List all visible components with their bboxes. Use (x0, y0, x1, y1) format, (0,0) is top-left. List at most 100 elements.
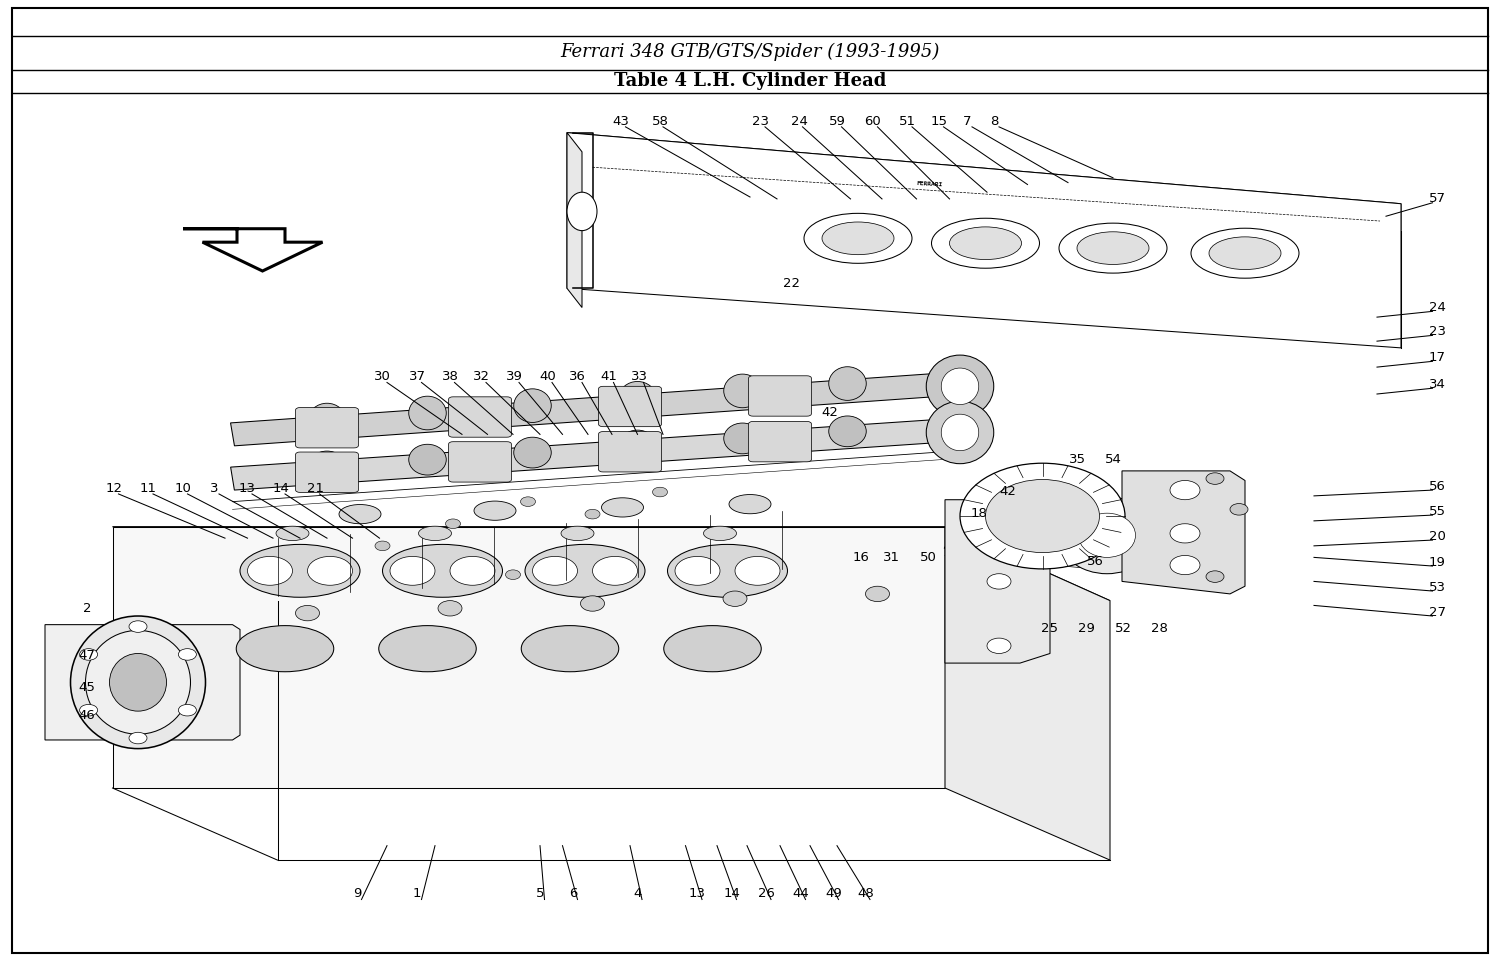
Text: 31: 31 (882, 551, 900, 564)
Text: 9: 9 (352, 887, 362, 900)
Polygon shape (231, 373, 946, 446)
Text: 42: 42 (821, 406, 839, 419)
Ellipse shape (309, 451, 345, 481)
Circle shape (865, 586, 889, 602)
Text: 33: 33 (630, 370, 648, 383)
FancyBboxPatch shape (748, 422, 812, 462)
Circle shape (178, 649, 196, 660)
Text: 34: 34 (1428, 378, 1446, 391)
Text: 53: 53 (1428, 580, 1446, 594)
Text: 23: 23 (1428, 325, 1446, 338)
Text: 47: 47 (78, 649, 96, 662)
Text: 38: 38 (441, 370, 459, 383)
Text: 43: 43 (612, 114, 630, 128)
Circle shape (987, 509, 1011, 525)
Text: 56: 56 (1428, 480, 1446, 493)
Text: 24: 24 (790, 114, 808, 128)
Text: Table 4 L.H. Cylinder Head: Table 4 L.H. Cylinder Head (614, 72, 886, 89)
FancyBboxPatch shape (748, 376, 812, 416)
Text: 56: 56 (1086, 554, 1104, 568)
Circle shape (390, 556, 435, 585)
Circle shape (506, 570, 520, 579)
FancyBboxPatch shape (296, 407, 358, 448)
Text: 54: 54 (1104, 453, 1122, 466)
Text: 14: 14 (723, 887, 741, 900)
Text: 45: 45 (78, 680, 96, 694)
Ellipse shape (513, 437, 552, 468)
Text: 27: 27 (1428, 605, 1446, 619)
Circle shape (735, 556, 780, 585)
Circle shape (296, 605, 320, 621)
Ellipse shape (1077, 232, 1149, 264)
Polygon shape (45, 625, 240, 740)
Polygon shape (567, 133, 1401, 231)
Text: 49: 49 (825, 887, 843, 900)
Circle shape (178, 704, 196, 716)
Ellipse shape (378, 626, 477, 672)
Text: 35: 35 (1068, 453, 1086, 466)
Circle shape (986, 480, 1100, 553)
Circle shape (675, 556, 720, 585)
Ellipse shape (926, 401, 993, 463)
Ellipse shape (926, 355, 993, 417)
Ellipse shape (86, 630, 190, 734)
Text: 42: 42 (999, 484, 1017, 498)
Circle shape (438, 601, 462, 616)
Circle shape (129, 621, 147, 632)
Ellipse shape (513, 389, 552, 423)
Ellipse shape (618, 382, 657, 415)
Ellipse shape (525, 544, 645, 597)
Circle shape (1170, 480, 1200, 500)
Text: 39: 39 (506, 370, 524, 383)
Text: 37: 37 (408, 370, 426, 383)
Text: 26: 26 (758, 887, 776, 900)
Ellipse shape (339, 505, 381, 524)
Ellipse shape (942, 368, 978, 405)
Ellipse shape (408, 444, 447, 475)
Ellipse shape (828, 416, 867, 447)
Text: 32: 32 (472, 370, 490, 383)
Ellipse shape (1191, 228, 1299, 278)
Circle shape (987, 638, 1011, 653)
Ellipse shape (704, 527, 736, 540)
Ellipse shape (668, 544, 788, 597)
Text: 13: 13 (238, 481, 256, 495)
FancyBboxPatch shape (598, 431, 662, 472)
Polygon shape (945, 527, 1110, 860)
Text: 3: 3 (210, 481, 219, 495)
Text: 29: 29 (1077, 622, 1095, 635)
Ellipse shape (618, 431, 657, 461)
Circle shape (375, 541, 390, 551)
Circle shape (80, 704, 98, 716)
Polygon shape (112, 527, 1110, 601)
Ellipse shape (382, 544, 502, 597)
Text: 46: 46 (78, 709, 96, 723)
Text: 60: 60 (864, 114, 882, 128)
Text: 15: 15 (930, 114, 948, 128)
Text: 13: 13 (688, 887, 706, 900)
Circle shape (1170, 524, 1200, 543)
Circle shape (652, 487, 668, 497)
Polygon shape (1122, 471, 1245, 594)
Ellipse shape (729, 495, 771, 514)
Ellipse shape (474, 501, 516, 520)
Circle shape (450, 556, 495, 585)
Circle shape (1206, 473, 1224, 484)
Polygon shape (567, 133, 582, 308)
Ellipse shape (567, 192, 597, 231)
Text: 6: 6 (568, 887, 578, 900)
Ellipse shape (561, 527, 594, 540)
Circle shape (248, 556, 292, 585)
Text: 58: 58 (651, 114, 669, 128)
Circle shape (446, 519, 460, 529)
Ellipse shape (1209, 236, 1281, 269)
Ellipse shape (110, 653, 166, 711)
Text: 1: 1 (413, 887, 422, 900)
FancyBboxPatch shape (296, 452, 358, 492)
Text: 11: 11 (140, 481, 158, 495)
Text: 59: 59 (828, 114, 846, 128)
Ellipse shape (723, 374, 760, 407)
Ellipse shape (663, 626, 760, 672)
Ellipse shape (723, 423, 760, 454)
Text: 17: 17 (1428, 351, 1446, 364)
